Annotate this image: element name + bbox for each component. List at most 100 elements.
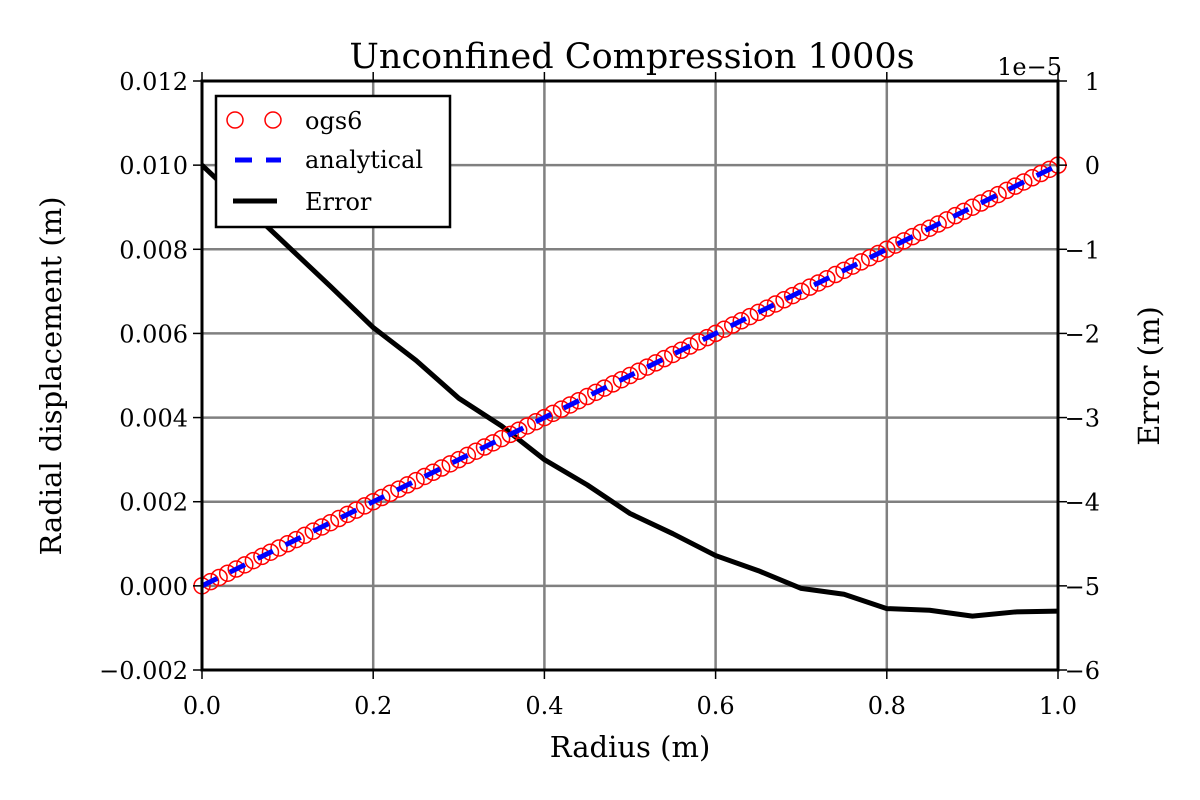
ogs6-marker: [723, 316, 742, 334]
ogs6-marker: [544, 404, 562, 423]
series-analytical-line: [200, 162, 1060, 589]
y2-tick-label: −3: [1065, 405, 1100, 433]
ogs6-marker: [689, 333, 708, 351]
ogs6-marker: [492, 429, 511, 448]
legend-item-ogs6: ogs6: [226, 107, 362, 135]
ogs6-marker: [355, 497, 374, 515]
ogs6-marker: [655, 349, 673, 368]
ogs6-marker: [261, 543, 280, 561]
ogs6-marker: [886, 236, 905, 254]
ogs6-marker: [672, 341, 691, 360]
ogs6-marker: [715, 320, 733, 338]
y2-tick-label: −2: [1065, 320, 1100, 348]
ogs6-marker: [732, 312, 751, 330]
y2-tick-label: 0: [1085, 152, 1100, 180]
ogs6-marker: [210, 568, 228, 587]
ogs6-marker: [903, 227, 922, 246]
ogs6-marker: [287, 530, 305, 549]
legend-ogs6-marker-2: [264, 111, 282, 129]
ogs6-marker: [869, 244, 887, 263]
ogs6-marker: [706, 324, 725, 343]
ogs6-marker: [1015, 173, 1033, 191]
ogs6-marker: [227, 560, 245, 578]
ogs6-marker: [432, 459, 451, 477]
y2-offset-label: 1e−5: [997, 53, 1062, 81]
ogs6-marker: [955, 202, 973, 221]
ogs6-marker: [364, 492, 382, 511]
ogs6-marker: [253, 547, 271, 566]
y2-tick-label: −6: [1065, 657, 1100, 685]
ogs6-marker: [321, 514, 340, 532]
ogs6-marker: [792, 282, 810, 301]
ogs6-marker: [843, 257, 862, 275]
ogs6-marker: [963, 198, 982, 216]
y2-tick-label: −4: [1065, 489, 1100, 517]
ogs6-marker: [467, 442, 485, 460]
legend-label-error: Error: [305, 188, 372, 216]
ogs6-marker: [621, 366, 639, 385]
ogs6-marker: [989, 185, 1007, 204]
x-tick-label: 0.2: [354, 692, 392, 720]
legend-label-analytical: analytical: [305, 146, 423, 174]
ogs6-marker: [218, 564, 237, 582]
chart-title: Unconfined Compression 1000s: [349, 37, 914, 77]
ogs6-marker: [587, 383, 605, 402]
ogs6-marker: [629, 362, 648, 381]
y-tick-label: 0.008: [119, 236, 188, 264]
ogs6-marker: [835, 261, 853, 280]
y-tick-label: 0.000: [119, 573, 188, 601]
x-tick-label: 0.0: [183, 692, 221, 720]
ogs6-marker: [852, 253, 870, 271]
ogs6-marker: [646, 354, 665, 372]
ticks: 0.0 0.2 0.4 0.6 0.8 1.0 −0.002 0.000 0.002 0.004 0…: [99, 68, 1100, 720]
ogs6-marker: [878, 240, 896, 259]
ogs6-marker: [475, 438, 494, 456]
series-error-line: [200, 163, 1059, 619]
ogs6-marker: [1006, 177, 1024, 195]
legend-item-analytical: analytical: [235, 146, 423, 174]
y2-axis-title: Error (m): [1132, 306, 1166, 446]
ogs6-marker: [569, 391, 588, 410]
ogs6-marker: [278, 535, 297, 553]
ogs6-marker: [895, 232, 913, 250]
y-tick-label: 0.012: [119, 68, 188, 96]
ogs6-marker: [527, 413, 545, 431]
ogs6-marker: [295, 526, 314, 545]
legend: ogs6 analytical Error: [214, 94, 452, 229]
ogs6-marker: [612, 370, 631, 389]
ogs6-marker: [518, 417, 537, 435]
ogs6-marker: [775, 291, 793, 309]
ogs6-marker: [1032, 164, 1050, 183]
ogs6-marker: [912, 223, 930, 242]
y-tick-label: 0.002: [119, 489, 188, 517]
ogs6-marker: [783, 286, 802, 305]
y-tick-label: 0.010: [119, 152, 188, 180]
ogs6-marker: [638, 358, 656, 376]
series-layer: [193, 156, 1067, 619]
ogs6-marker: [236, 556, 254, 574]
ogs6-marker: [946, 206, 965, 225]
ogs6-marker: [578, 387, 596, 406]
ogs6-marker: [801, 278, 819, 296]
x-tick-label: 1.0: [1039, 692, 1077, 720]
plot-frame: [200, 79, 1060, 672]
ogs6-marker: [997, 181, 1016, 200]
ogs6-marker: [741, 307, 759, 326]
ogs6-marker: [920, 219, 939, 237]
ogs6-marker: [270, 539, 288, 557]
x-tick-label: 0.4: [525, 692, 563, 720]
x-tick-label: 0.6: [697, 692, 735, 720]
ogs6-marker: [304, 522, 323, 540]
ogs6-marker: [766, 295, 785, 313]
ogs6-marker: [415, 467, 434, 486]
ogs6-marker: [552, 400, 571, 418]
ogs6-marker: [758, 299, 776, 317]
legend-label-ogs6: ogs6: [305, 107, 362, 135]
y2-tick-label: −5: [1065, 573, 1100, 601]
ogs6-marker: [749, 303, 768, 322]
y-axis-title: Radial displacement (m): [34, 196, 68, 555]
y-tick-label: 0.006: [119, 320, 188, 348]
y2-tick-label: −1: [1065, 236, 1100, 264]
ogs6-marker: [809, 274, 828, 292]
